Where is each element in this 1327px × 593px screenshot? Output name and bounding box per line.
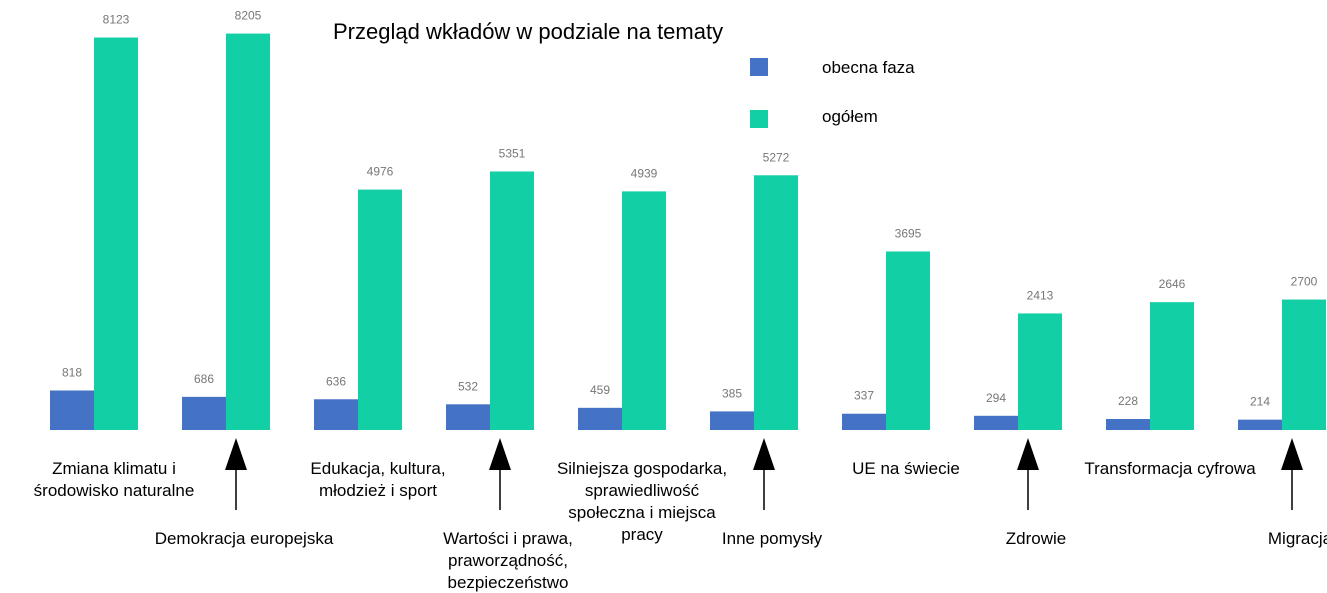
value-label: 214 xyxy=(1250,395,1270,409)
x-tick-label: Zmiana klimatu i środowisko naturalne xyxy=(33,459,195,500)
x-tick-label: UE na świecie xyxy=(852,459,960,478)
bar xyxy=(182,396,226,430)
value-label: 337 xyxy=(854,389,874,403)
arrow-head xyxy=(1281,438,1303,470)
x-tick-label: Wartości i prawa, praworządność, bezpiec… xyxy=(443,529,573,592)
arrow-head xyxy=(225,438,247,470)
bar xyxy=(1150,302,1194,430)
value-label: 2413 xyxy=(1027,288,1054,302)
value-label: 228 xyxy=(1118,394,1138,408)
bar xyxy=(1282,299,1326,430)
x-tick-label: Zdrowie xyxy=(1005,529,1067,548)
bar xyxy=(622,191,666,430)
bar xyxy=(94,37,138,430)
value-label: 8205 xyxy=(235,9,262,23)
x-tick-label: Edukacja, kultura, młodzież i sport xyxy=(310,459,446,500)
value-label: 385 xyxy=(722,386,742,400)
value-label: 636 xyxy=(326,374,346,388)
arrow-head xyxy=(1017,438,1039,470)
bar xyxy=(710,411,754,430)
value-label: 2646 xyxy=(1159,277,1186,291)
bar xyxy=(886,251,930,430)
value-label: 818 xyxy=(62,365,82,379)
value-label: 459 xyxy=(590,383,610,397)
bar xyxy=(1106,418,1150,430)
legend-label: ogółem xyxy=(822,107,878,126)
bar xyxy=(1018,313,1062,430)
x-tick-label: Transformacja cyfrowa xyxy=(1084,459,1256,478)
bar xyxy=(490,171,534,430)
x-tick-label: Demokracja europejska xyxy=(154,529,334,548)
bar xyxy=(50,390,94,430)
bar xyxy=(578,407,622,430)
bar xyxy=(754,175,798,430)
bar xyxy=(446,404,490,430)
legend-swatch xyxy=(750,110,768,128)
value-label: 532 xyxy=(458,379,478,393)
bar xyxy=(314,399,358,430)
x-tick-label: Inne pomysły xyxy=(721,529,823,548)
chart-title: Przegląd wkładów w podziale na tematy xyxy=(333,19,724,44)
arrow-head xyxy=(489,438,511,470)
bar xyxy=(226,33,270,431)
arrow-head xyxy=(753,438,775,470)
legend-label: obecna faza xyxy=(822,58,915,77)
legend-swatch xyxy=(750,58,768,76)
value-label: 8123 xyxy=(103,13,130,27)
value-label: 5272 xyxy=(763,150,790,164)
x-tick-label: Silniejsza gospodarka, sprawiedliwość sp… xyxy=(556,459,728,544)
value-label: 2700 xyxy=(1291,275,1318,289)
value-label: 5351 xyxy=(499,146,526,160)
bar xyxy=(974,415,1018,430)
x-tick-label: Migracja xyxy=(1267,529,1327,548)
bar xyxy=(842,413,886,430)
bar xyxy=(1238,419,1282,430)
value-label: 4939 xyxy=(631,166,658,180)
value-label: 3695 xyxy=(895,226,922,240)
value-label: 686 xyxy=(194,372,214,386)
value-label: 294 xyxy=(986,391,1006,405)
value-label: 4976 xyxy=(367,165,394,179)
bar xyxy=(358,189,402,430)
